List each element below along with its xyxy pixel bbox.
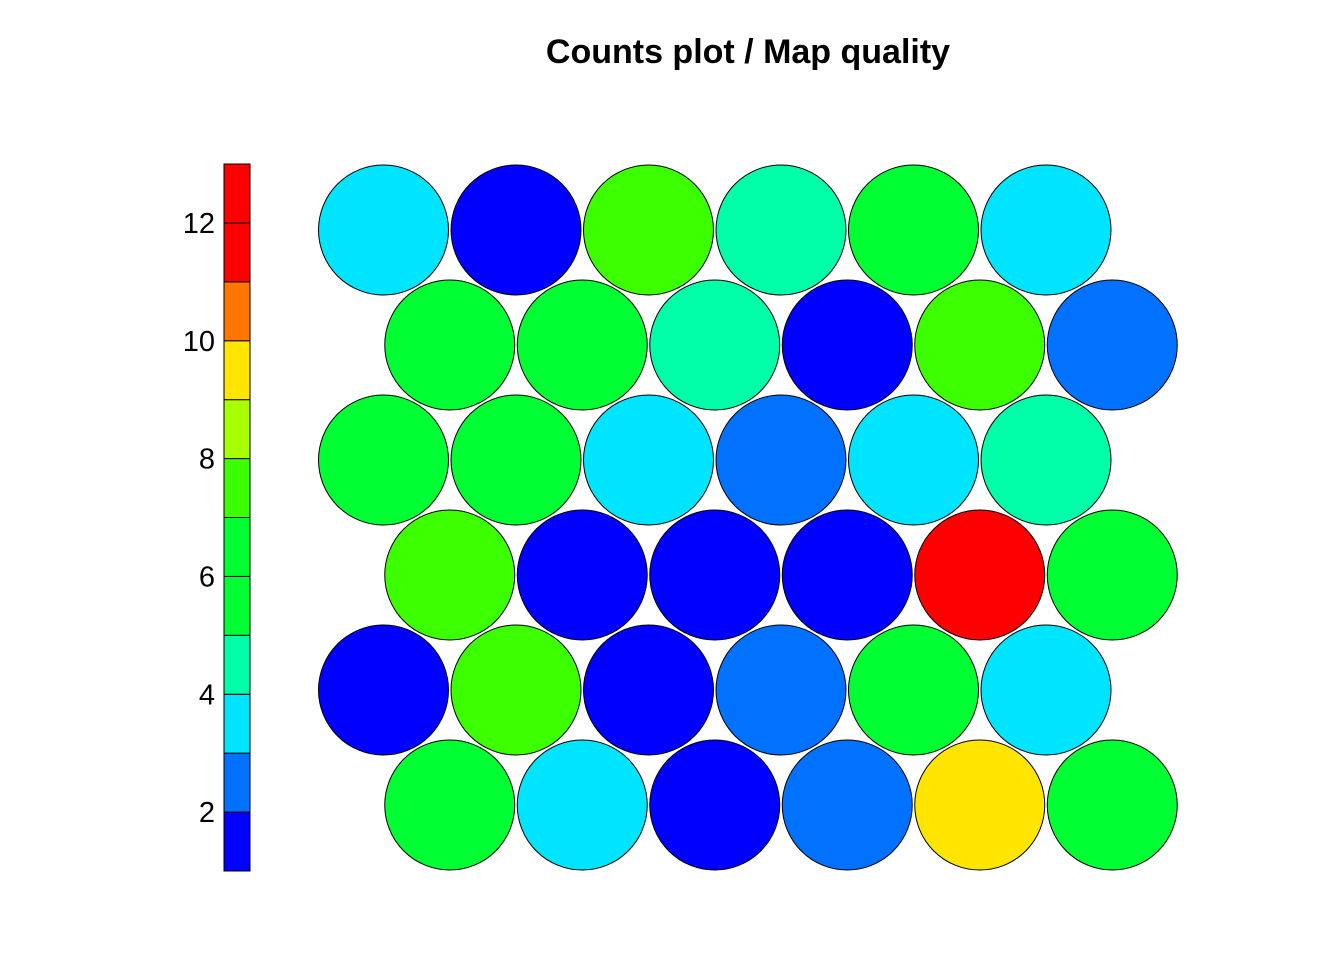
map-cell-r5-c3 bbox=[583, 624, 714, 756]
legend-tick-label: 2 bbox=[199, 797, 215, 829]
chart-title: Counts plot / Map quality bbox=[546, 33, 950, 71]
map-cell-r2-c6 bbox=[1046, 279, 1178, 411]
map-cell-r6-c4 bbox=[781, 739, 913, 871]
som-map-cells bbox=[318, 164, 1178, 871]
legend-tick-label: 6 bbox=[199, 561, 215, 593]
legend-bin-9 bbox=[223, 281, 251, 342]
legend-bin-7 bbox=[223, 399, 251, 460]
map-cell-r1-c6 bbox=[980, 164, 1112, 296]
map-cell-r6-c3 bbox=[649, 739, 781, 871]
legend-tick-label: 8 bbox=[199, 444, 215, 476]
map-cell-r4-c3 bbox=[649, 509, 781, 641]
legend-tick-label: 4 bbox=[199, 679, 215, 711]
map-cell-r3-c2 bbox=[450, 394, 582, 526]
map-cell-r1-c2 bbox=[450, 164, 582, 296]
map-cell-r3-c1 bbox=[318, 394, 449, 526]
legend-bin-0 bbox=[223, 811, 251, 872]
map-cell-r5-c2 bbox=[450, 624, 582, 756]
map-cell-r5-c1 bbox=[318, 624, 449, 756]
map-cell-r6-c6 bbox=[1046, 739, 1178, 871]
map-cell-r6-c1 bbox=[384, 739, 516, 871]
map-cell-r6-c2 bbox=[516, 739, 648, 871]
legend-tick-label: 10 bbox=[183, 326, 215, 358]
map-cell-r4-c4 bbox=[781, 509, 913, 641]
map-cell-r2-c3 bbox=[649, 279, 781, 411]
map-cell-r6-c5 bbox=[914, 739, 1046, 871]
map-cell-r3-c3 bbox=[583, 394, 714, 526]
map-cell-r2-c5 bbox=[914, 279, 1046, 411]
map-cell-r1-c5 bbox=[848, 164, 979, 296]
legend-bin-5 bbox=[223, 517, 251, 577]
map-cell-r1-c3 bbox=[583, 164, 714, 296]
legend-bin-3 bbox=[223, 634, 251, 695]
legend-bin-2 bbox=[223, 693, 251, 754]
map-cell-r3-c5 bbox=[848, 394, 979, 526]
map-cell-r4-c1 bbox=[384, 509, 516, 641]
map-cell-r3-c6 bbox=[980, 394, 1112, 526]
map-cell-r2-c4 bbox=[781, 279, 913, 411]
map-cell-r2-c1 bbox=[384, 279, 516, 411]
map-cell-r4-c2 bbox=[516, 509, 648, 641]
legend-bin-6 bbox=[223, 458, 251, 519]
legend-tick-label: 12 bbox=[183, 208, 215, 240]
map-cell-r4-c5 bbox=[914, 509, 1046, 641]
legend-bin-10 bbox=[223, 222, 251, 283]
legend-bin-4 bbox=[223, 575, 251, 636]
color-legend-ticks: 2 4 6 8 10 12 bbox=[183, 208, 215, 829]
map-cell-r4-c6 bbox=[1046, 509, 1178, 641]
map-cell-r2-c2 bbox=[516, 279, 648, 411]
color-legend bbox=[223, 163, 251, 872]
map-cell-r5-c5 bbox=[848, 624, 979, 756]
map-cell-r1-c4 bbox=[715, 164, 847, 296]
legend-bin-8 bbox=[223, 340, 251, 401]
map-cell-r5-c4 bbox=[715, 624, 847, 756]
legend-bin-1 bbox=[223, 752, 251, 813]
map-cell-r3-c4 bbox=[715, 394, 847, 526]
map-cell-r5-c6 bbox=[980, 624, 1112, 756]
map-cell-r1-c1 bbox=[318, 164, 449, 296]
legend-bin-11 bbox=[223, 163, 251, 224]
